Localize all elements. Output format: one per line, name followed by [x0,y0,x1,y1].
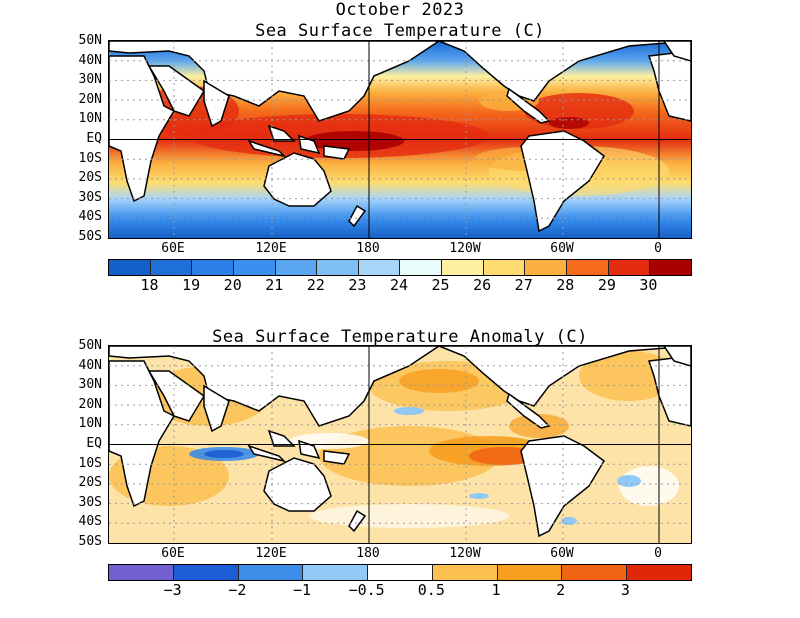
colorbar-label: 2 [556,581,566,599]
lat-label: 10S [78,151,102,166]
colorbar-label: 18 [140,276,159,294]
colorbar-swatch [275,260,318,275]
lon-label: 60W [550,241,574,256]
anomaly-colorbar [108,564,692,581]
colorbar-swatch [627,565,692,580]
colorbar-label: 3 [620,581,630,599]
colorbar-label: 27 [514,276,533,294]
lat-label: 10N [78,416,102,431]
lat-label: 30N [78,72,102,87]
colorbar-swatch [442,260,484,275]
colorbar-label: −3 [163,581,182,599]
continents [109,346,691,538]
colorbar-swatch [432,565,498,580]
lat-label: 10N [78,111,102,126]
colorbar-swatch [233,260,276,275]
colorbar-swatch [192,260,234,275]
colorbar-label: 24 [389,276,409,294]
lon-label: 120E [255,546,287,561]
colorbar-label: −1 [292,581,312,599]
lon-label: 120E [255,241,287,256]
lat-label: 20N [78,92,102,107]
lon-label: 180 [356,546,380,561]
lat-label: 40S [78,209,102,224]
lat-label: 20N [78,397,102,412]
colorbar-label: 21 [265,276,284,294]
colorbar-label: 23 [348,276,367,294]
lon-label: 120W [449,546,481,561]
colorbar-swatch [173,565,239,580]
lat-label: 50N [78,33,102,48]
lon-label: 60W [550,546,574,561]
colorbar-label: −0.5 [348,581,385,599]
colorbar-label: 19 [182,276,201,294]
map-title-date: October 2023 [335,0,465,20]
lat-label: 40S [78,514,102,529]
colorbar-swatch [238,565,304,580]
lon-label: 120W [449,241,481,256]
lat-label: 40N [78,53,102,68]
colorbar-swatch [567,260,609,275]
lat-label: 50S [78,534,102,549]
colorbar-swatch [109,260,151,275]
colorbar-swatch [303,565,369,580]
colorbar-label: 25 [431,276,450,294]
colorbar-swatch [317,260,359,275]
sst-anomaly-map [108,345,692,544]
colorbar-label: 20 [223,276,242,294]
colorbar-swatch [650,260,691,275]
lat-lon-gridlines [109,346,691,543]
lon-label: 180 [356,241,380,256]
lat-lon-gridlines [109,41,691,238]
colorbar-swatch [497,565,563,580]
lat-label: 50N [78,338,102,353]
lat-label: EQ [86,131,102,146]
lat-label: 30N [78,377,102,392]
colorbar-label: 28 [556,276,575,294]
colorbar-swatch [358,260,401,275]
colorbar-label: 30 [639,276,658,294]
colorbar-swatch [109,565,174,580]
colorbar-swatch [525,260,568,275]
lat-label: 40N [78,358,102,373]
colorbar-swatch [483,260,526,275]
colorbar-swatch [608,260,651,275]
colorbar-label: −2 [228,581,247,599]
lon-label: 60E [161,241,185,256]
lon-label: 0 [654,241,662,256]
colorbar-swatch [368,565,433,580]
colorbar-swatch [562,565,628,580]
colorbar-label: 22 [306,276,325,294]
colorbar-swatch [150,260,193,275]
lat-label: 30S [78,495,102,510]
map-title-sst: Sea Surface Temperature (C) [255,21,545,41]
lat-label: 20S [78,170,102,185]
lon-label: 60E [161,546,185,561]
sst-map [108,40,692,239]
lat-label: 20S [78,475,102,490]
lat-label: EQ [86,436,102,451]
colorbar-label: 29 [597,276,616,294]
lon-label: 0 [654,546,662,561]
colorbar-label: 26 [473,276,492,294]
anomaly-map-title: Sea Surface Temperature Anomaly (C) [212,327,588,347]
colorbar-label: 0.5 [417,581,445,599]
lat-label: 50S [78,229,102,244]
sst-colorbar [108,259,692,276]
colorbar-swatch [400,260,443,275]
lat-label: 10S [78,456,102,471]
colorbar-label: 1 [491,581,501,599]
lat-label: 30S [78,190,102,205]
